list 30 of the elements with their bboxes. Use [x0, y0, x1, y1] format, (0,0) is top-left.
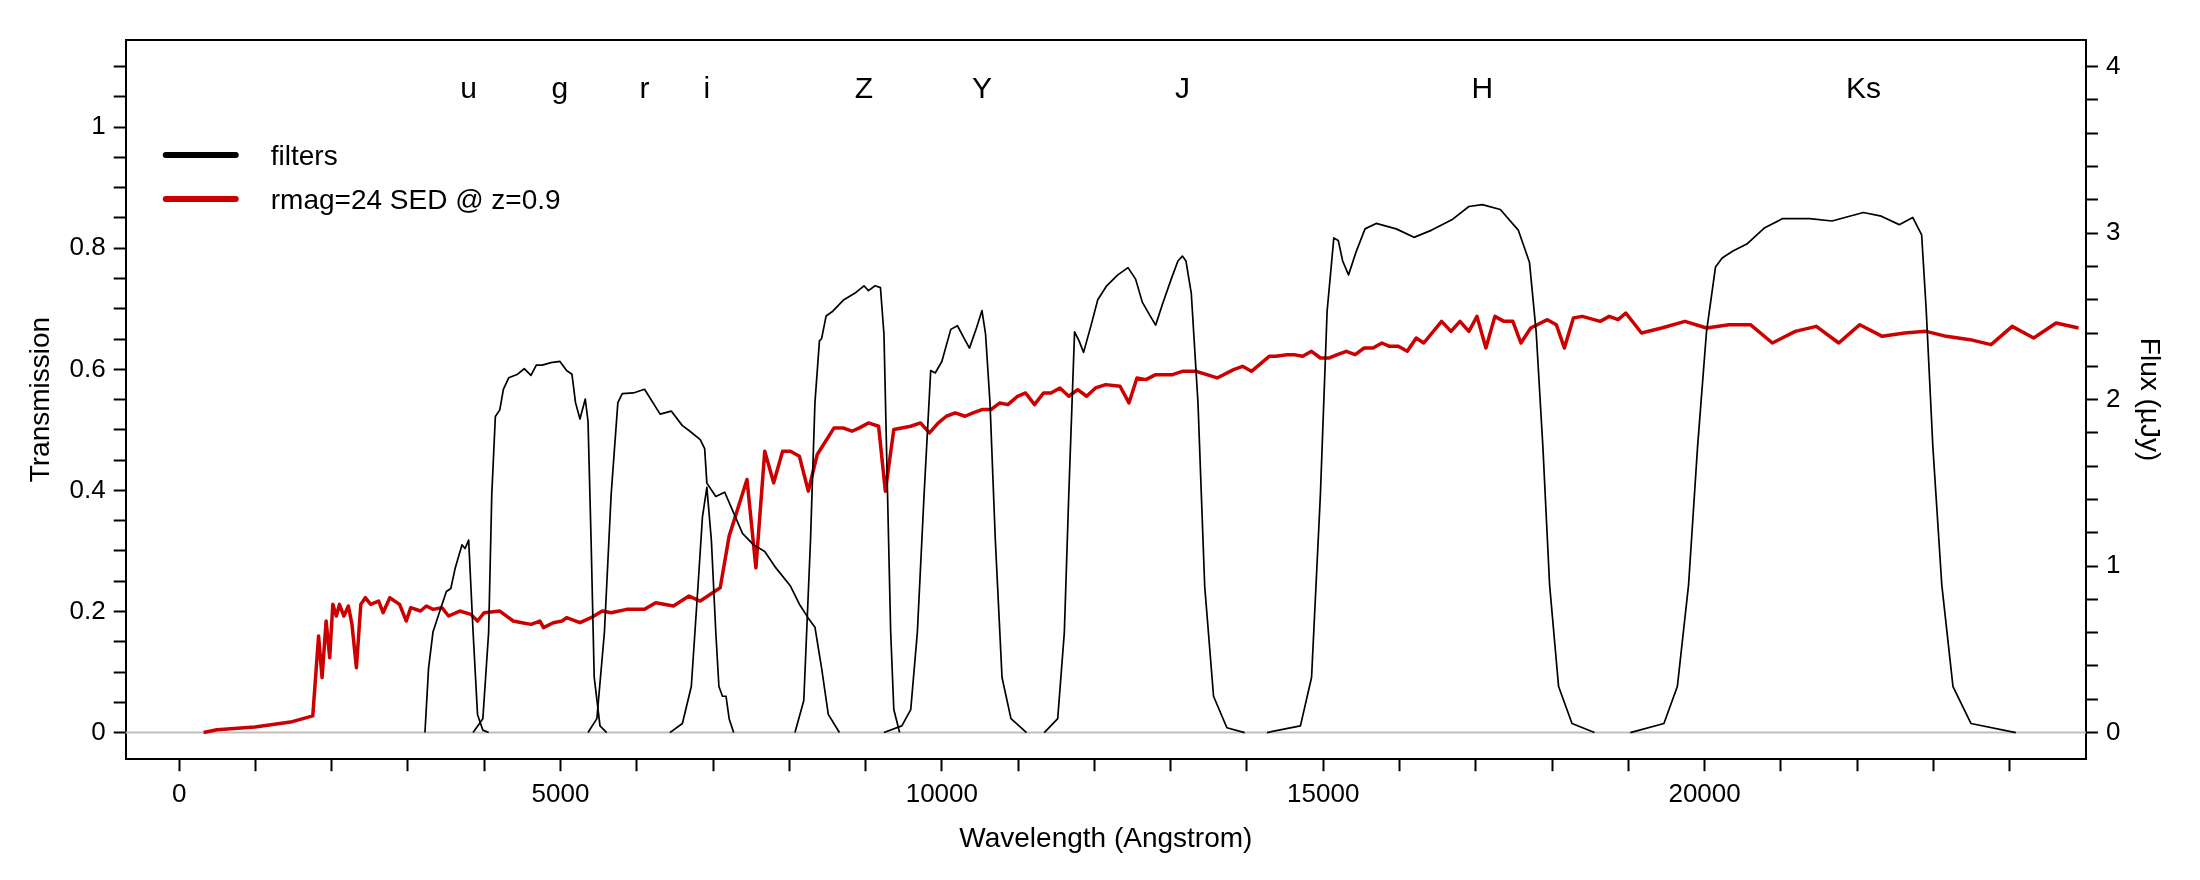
- y-tick-label: 0.4: [69, 473, 106, 504]
- annotation: g: [551, 71, 569, 105]
- y-tick-label: 0.8: [69, 231, 106, 262]
- y2-tick-label: 0: [2105, 715, 2121, 746]
- x-tick-label: 0: [171, 777, 187, 808]
- annotation: J: [1174, 71, 1190, 105]
- legend-label: rmag=24 SED @ z=0.9: [270, 183, 561, 215]
- x-tick-label: 5000: [531, 777, 590, 808]
- y-tick-label: 0.2: [69, 594, 106, 625]
- y2-tick-label: 3: [2105, 216, 2121, 247]
- x-axis-title: Wavelength (Angstrom): [959, 821, 1253, 853]
- annotation: Z: [854, 71, 874, 105]
- y2-axis-title: Flux (µJy): [2135, 337, 2167, 462]
- y-axis-title: Transmission: [23, 316, 55, 483]
- x-tick-label: 10000: [905, 777, 979, 808]
- annotation: i: [703, 71, 711, 105]
- y-tick-label: 0: [91, 715, 106, 746]
- y2-tick-label: 1: [2105, 549, 2121, 580]
- y-tick-label: 0.6: [69, 352, 106, 383]
- annotation: Y: [971, 71, 992, 105]
- y2-tick-label: 2: [2105, 382, 2121, 413]
- annotation: Ks: [1845, 71, 1881, 105]
- x-tick-label: 20000: [1668, 777, 1741, 808]
- y-tick-label: 1: [91, 110, 106, 141]
- y2-tick-label: 4: [2105, 49, 2121, 80]
- annotation: u: [460, 71, 478, 105]
- x-tick-label: 15000: [1287, 777, 1360, 808]
- annotation: H: [1471, 71, 1494, 105]
- legend-label: filters: [270, 139, 338, 171]
- annotation: r: [639, 71, 650, 105]
